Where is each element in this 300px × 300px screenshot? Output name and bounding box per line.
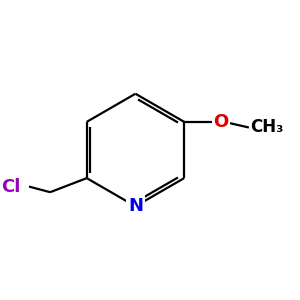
Text: N: N (128, 197, 143, 215)
Text: CH₃: CH₃ (250, 118, 284, 136)
Text: Cl: Cl (1, 178, 21, 196)
Text: O: O (213, 113, 228, 131)
